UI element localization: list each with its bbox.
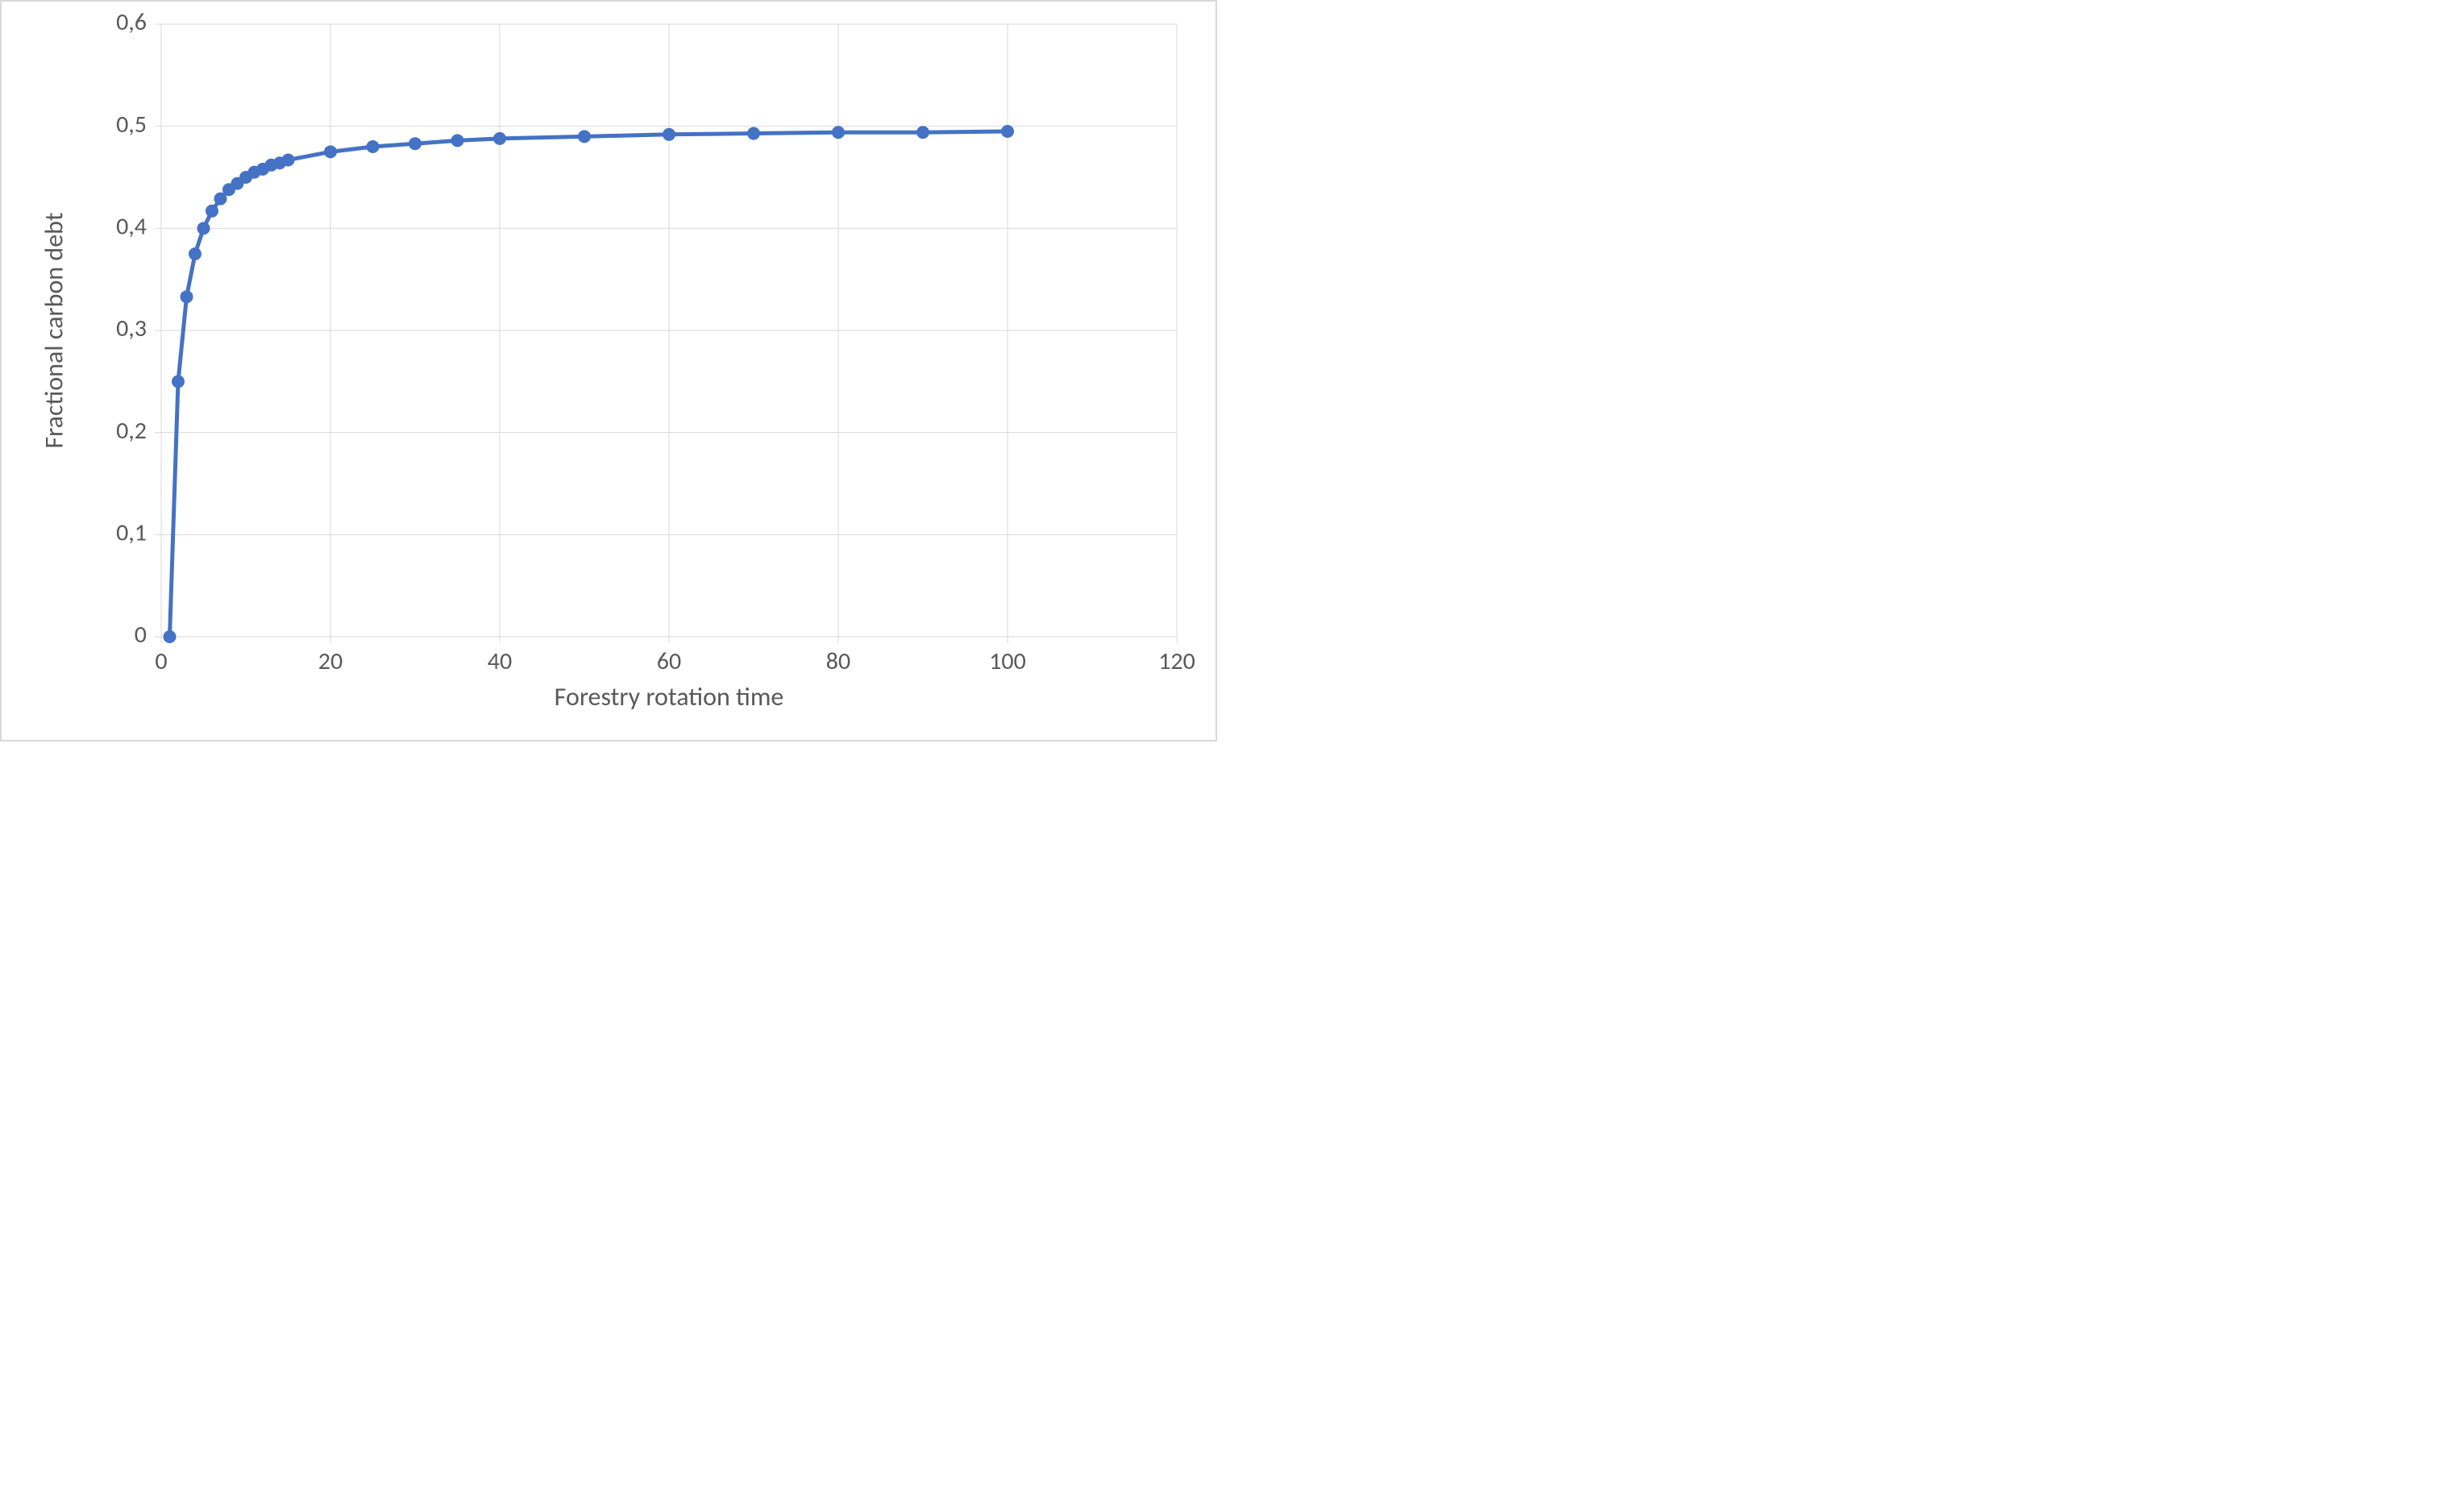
y-tick-label: 0,2 [116, 416, 147, 446]
series-marker [206, 205, 218, 218]
series-marker [189, 247, 202, 260]
series-marker [832, 126, 845, 139]
series-marker [747, 127, 760, 140]
y-tick-label: 0,4 [116, 211, 147, 241]
x-tick-label: 100 [989, 646, 1026, 676]
y-axis-label: Fractional carbon debt [39, 212, 70, 448]
x-axis-label: Forestry rotation time [555, 681, 784, 712]
series-marker [282, 153, 295, 166]
x-tick-label: 120 [1158, 646, 1195, 676]
series-marker [197, 222, 210, 235]
y-tick-label: 0,6 [116, 7, 147, 37]
series-marker [663, 128, 675, 141]
series-marker [493, 132, 506, 145]
series-marker [916, 126, 929, 139]
y-tick-label: 0,1 [116, 517, 147, 547]
series-marker [172, 375, 185, 388]
series-marker [324, 145, 337, 158]
series-marker [181, 290, 193, 303]
carbon-debt-chart: 0 20 40 60 80 100 120 0 0,1 0,2 0,3 0,4 0,5 0,6 Forest… [0, 0, 1217, 742]
x-tick-label: 40 [488, 646, 512, 676]
series-line [170, 131, 1008, 637]
series-marker [367, 140, 380, 153]
chart-svg: 0 20 40 60 80 100 120 0 0,1 0,2 0,3 0,4 0,5 0,6 Forest… [0, 0, 1217, 742]
series-marker [1001, 125, 1014, 138]
x-tick-label: 0 [155, 646, 167, 676]
y-tick-label: 0,5 [116, 110, 147, 139]
series-marker [164, 630, 177, 643]
x-tick-label: 60 [657, 646, 681, 676]
series-marker [409, 137, 422, 150]
y-tick-label: 0,3 [116, 314, 147, 343]
x-tick-label: 80 [826, 646, 850, 676]
x-tick-label: 20 [318, 646, 343, 676]
series-marker [578, 130, 591, 143]
series-marker [451, 134, 464, 147]
y-tick-label: 0 [135, 620, 147, 650]
